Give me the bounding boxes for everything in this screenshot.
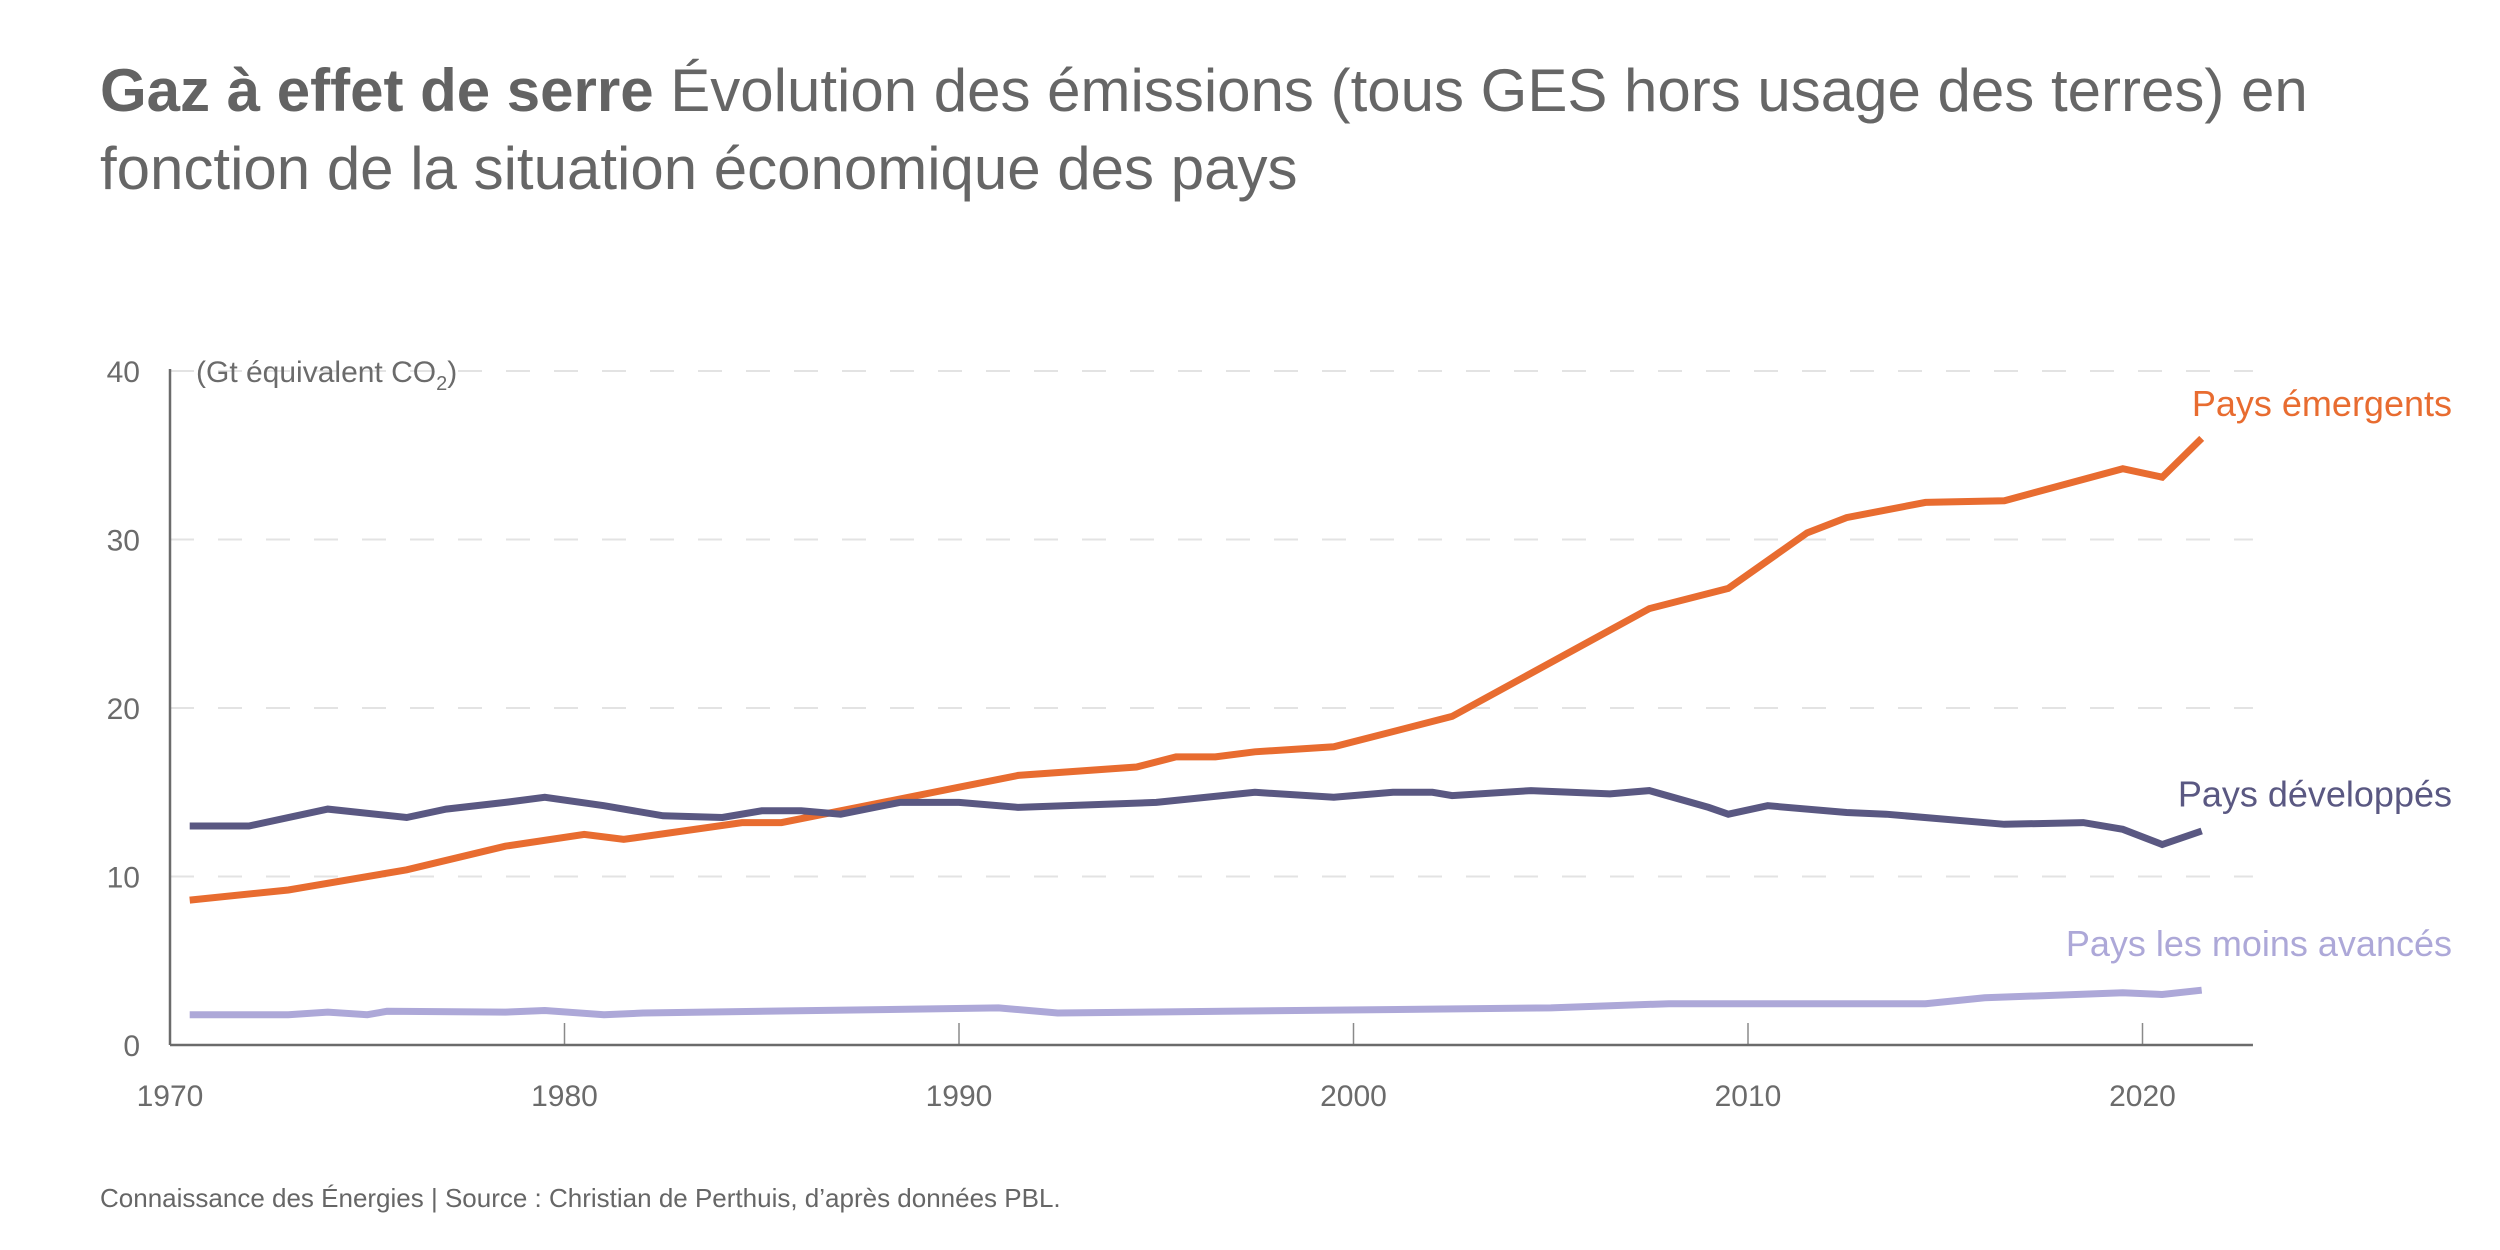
x-axis-ticks: 1970 1980 1990 2000 2010 2020 [137,1023,2176,1113]
series-line-developed [189,787,2203,849]
x-tick-label: 2000 [1320,1080,1387,1113]
y-axis-ticks: 0 10 20 30 40 [107,356,140,1063]
y-tick-label: 0 [123,1030,140,1063]
x-tick-label: 1990 [926,1080,993,1113]
series-lines [189,435,2205,1019]
series-labels: Pays émergents Pays développés Pays les mo… [2066,383,2452,964]
series-label-developed: Pays développés [2178,773,2452,814]
chart-title-rest: Évolution des émissions (tous GES hors u… [100,57,2308,202]
chart-title: Gaz à effet de serre Évolution des émiss… [100,52,2400,208]
series-line-emerging [189,435,2205,904]
series-label-emerging: Pays émergents [2192,383,2452,424]
y-tick-label: 30 [107,525,140,558]
y-axis-unit-label: (Gt équivalent CO2) [196,356,457,395]
chart-title-bold: Gaz à effet de serre [100,57,654,124]
x-tick-label: 1970 [137,1080,204,1113]
series-line-least-developed [189,986,2203,1019]
x-tick-label: 2020 [2109,1080,2176,1113]
y-tick-label: 20 [107,693,140,726]
series-label-least-developed: Pays les moins avancés [2066,923,2452,964]
x-tick-label: 2010 [1715,1080,1782,1113]
y-tick-label: 40 [107,356,140,389]
gridlines [170,370,2253,878]
y-tick-label: 10 [107,862,140,895]
x-tick-label: 1980 [531,1080,598,1113]
source-footer: Connaissance des Énergies | Source : Chr… [100,1183,1061,1213]
